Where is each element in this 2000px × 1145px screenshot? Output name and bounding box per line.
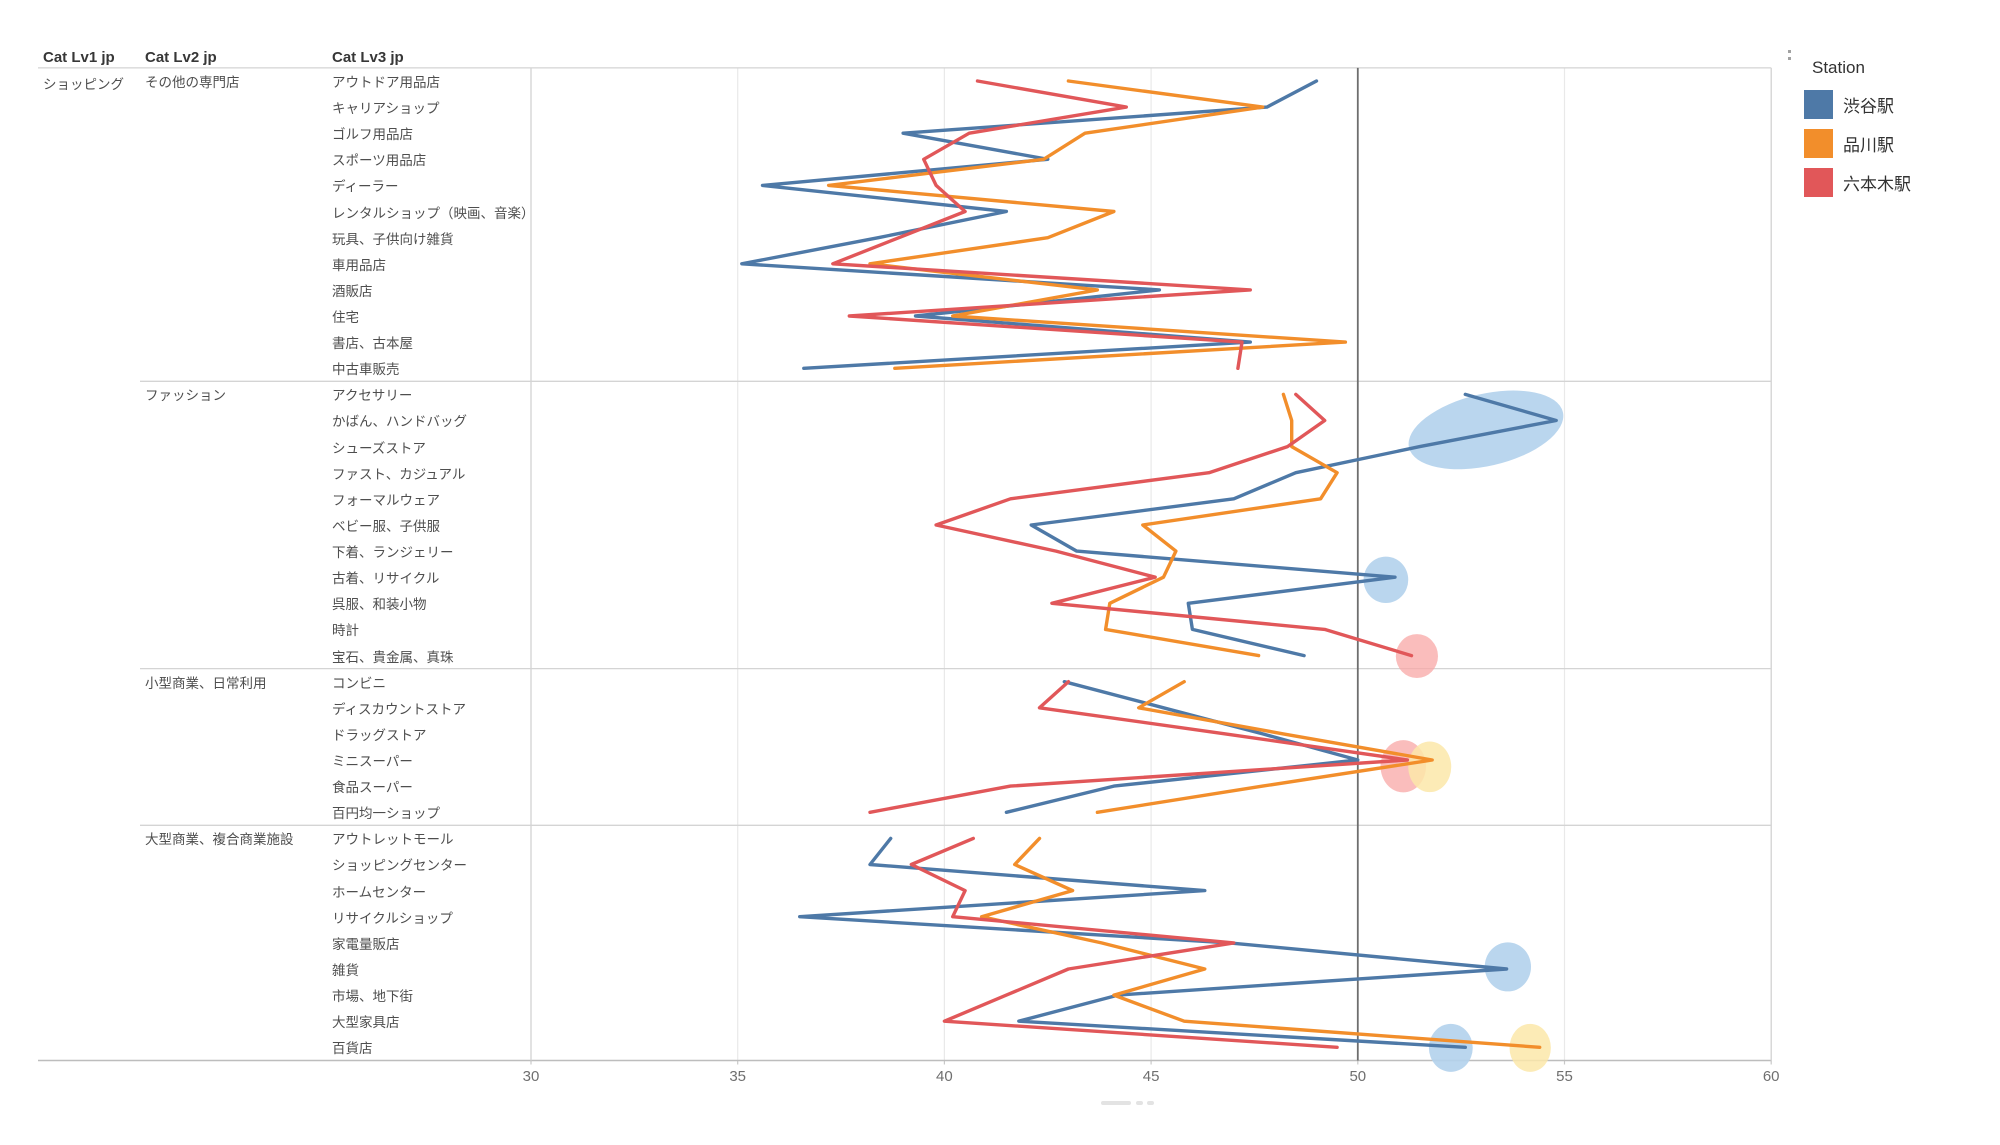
- cat-lv3-label: 古着、リサイクル: [332, 571, 440, 587]
- cat-lv3-label: 市場、地下街: [332, 989, 413, 1005]
- caption-smudge: [1136, 1101, 1143, 1105]
- caption-smudge: [1101, 1101, 1131, 1105]
- cat-lv1-label: ショッピング: [43, 77, 124, 92]
- cat-lv3-label: ショッピングセンター: [332, 858, 467, 874]
- column-header-cat-lv3: Cat Lv3 jp: [332, 49, 404, 66]
- cat-lv3-label: シューズストア: [332, 440, 426, 456]
- cat-lv3-label: 食品スーパー: [332, 780, 413, 796]
- highlight-mark-4[interactable]: [1408, 741, 1452, 793]
- column-header-cat-lv1: Cat Lv1 jp: [43, 49, 115, 66]
- series-line-六本木駅-pane2[interactable]: [868, 680, 1410, 814]
- legend-item-shinagawa[interactable]: 品川駅: [1804, 129, 1911, 158]
- series-line-渋谷駅-pane0[interactable]: [740, 79, 1319, 370]
- cat-lv3-label: ゴルフ用品店: [332, 127, 413, 143]
- cat-lv3-label: リサイクルショップ: [332, 910, 453, 926]
- legend-swatch-roppongi-icon: [1804, 168, 1833, 197]
- ellipsis-dot: [1788, 57, 1791, 60]
- series-line-渋谷駅-pane3[interactable]: [798, 836, 1509, 1050]
- cat-lv2-label-3: 大型商業、複合商業施設: [145, 832, 294, 848]
- cat-lv3-label: コンビニ: [332, 675, 386, 691]
- highlight-mark-5[interactable]: [1484, 942, 1532, 992]
- series-line-品川駅-pane0[interactable]: [826, 79, 1348, 370]
- cat-lv3-label: ミニスーパー: [332, 754, 413, 770]
- cat-lv3-label: 住宅: [332, 310, 359, 326]
- vertical-ellipsis-icon[interactable]: [1788, 50, 1791, 64]
- x-tick-label-35: 35: [729, 1068, 747, 1085]
- ellipsis-dot: [1788, 50, 1791, 53]
- cat-lv3-label: レンタルショップ（映画、音楽）: [332, 205, 535, 221]
- legend-swatch-shinagawa-icon: [1804, 129, 1833, 158]
- cat-lv3-label: 大型家具店: [332, 1015, 400, 1031]
- cat-lv3-label: 家電量販店: [332, 936, 400, 952]
- x-tick-label-55: 55: [1556, 1068, 1573, 1085]
- x-tick-label-60: 60: [1762, 1068, 1780, 1085]
- series-line-六本木駅-pane0[interactable]: [831, 79, 1253, 370]
- cat-lv3-label: フォーマルウェア: [332, 492, 440, 508]
- series-line-六本木駅-pane1[interactable]: [934, 392, 1414, 658]
- cat-lv3-label: キャリアショップ: [332, 101, 440, 117]
- legend-label-shibuya: 渋谷駅: [1843, 97, 1894, 116]
- series-line-品川駅-pane1[interactable]: [1103, 392, 1339, 658]
- cat-lv3-label: 百貨店: [332, 1041, 373, 1057]
- cat-lv3-label: 玩具、子供向け雑貨: [332, 231, 454, 247]
- legend-title: Station: [1812, 58, 1865, 77]
- legend-item-roppongi[interactable]: 六本木駅: [1804, 168, 1911, 197]
- cat-lv3-label: ディーラー: [332, 179, 399, 195]
- caption-smudge: [1147, 1101, 1154, 1105]
- cat-lv3-label: アウトレットモール: [332, 832, 454, 848]
- legend-swatch-shibuya-icon: [1804, 90, 1833, 119]
- x-tick-label-40: 40: [936, 1068, 953, 1085]
- cat-lv3-label: 雑貨: [332, 962, 359, 978]
- cat-lv3-label: 車用品店: [332, 257, 386, 273]
- cat-lv3-label: 酒販店: [332, 283, 373, 299]
- cat-lv3-label: ディスカウントストア: [332, 701, 467, 717]
- axis-caption-blur: [1101, 1101, 1161, 1106]
- x-tick-label-30: 30: [522, 1068, 540, 1085]
- legend-label-roppongi: 六本木駅: [1843, 175, 1911, 194]
- cat-lv3-label: 書店、古本屋: [332, 336, 413, 352]
- cat-lv2-label-0: その他の専門店: [145, 74, 240, 90]
- cat-lv3-label: アウトドア用品店: [332, 74, 440, 90]
- highlight-mark-0[interactable]: [1401, 377, 1571, 483]
- cat-lv3-label: 呉服、和装小物: [332, 597, 427, 613]
- x-tick-label-45: 45: [1142, 1068, 1160, 1085]
- cat-lv3-label: 時計: [332, 623, 359, 639]
- cat-lv3-label: 宝石、貴金属、真珠: [332, 649, 454, 665]
- series-line-六本木駅-pane3[interactable]: [909, 836, 1339, 1050]
- cat-lv3-label: ホームセンター: [332, 884, 427, 900]
- legend: Station 渋谷駅 品川駅 六本木駅: [1804, 58, 1911, 207]
- series-line-渋谷駅-pane1[interactable]: [1029, 392, 1558, 658]
- cat-lv3-label: ドラッグストア: [332, 727, 427, 743]
- legend-item-shibuya[interactable]: 渋谷駅: [1804, 90, 1911, 119]
- series-line-品川駅-pane2[interactable]: [1095, 680, 1434, 814]
- legend-label-shinagawa: 品川駅: [1843, 136, 1894, 155]
- x-tick-label-50: 50: [1349, 1068, 1367, 1085]
- cat-lv3-label: 中古車販売: [332, 362, 400, 378]
- series-line-品川駅-pane3[interactable]: [979, 836, 1542, 1050]
- cat-lv3-label: スポーツ用品店: [332, 153, 427, 169]
- cat-lv3-label: アクセサリー: [332, 388, 413, 404]
- column-header-cat-lv2: Cat Lv2 jp: [145, 49, 217, 66]
- cat-lv2-label-1: ファッション: [145, 388, 226, 404]
- cat-lv3-label: ファスト、カジュアル: [332, 466, 466, 482]
- highlight-mark-2[interactable]: [1395, 634, 1438, 679]
- cat-lv3-label: 百円均一ショップ: [332, 806, 440, 822]
- cat-lv3-label: ベビー服、子供服: [332, 518, 440, 534]
- cat-lv3-label: 下着、ランジェリー: [332, 545, 454, 561]
- cat-lv2-label-2: 小型商業、日常利用: [145, 675, 267, 691]
- cat-lv3-label: かばん、ハンドバッグ: [332, 414, 467, 430]
